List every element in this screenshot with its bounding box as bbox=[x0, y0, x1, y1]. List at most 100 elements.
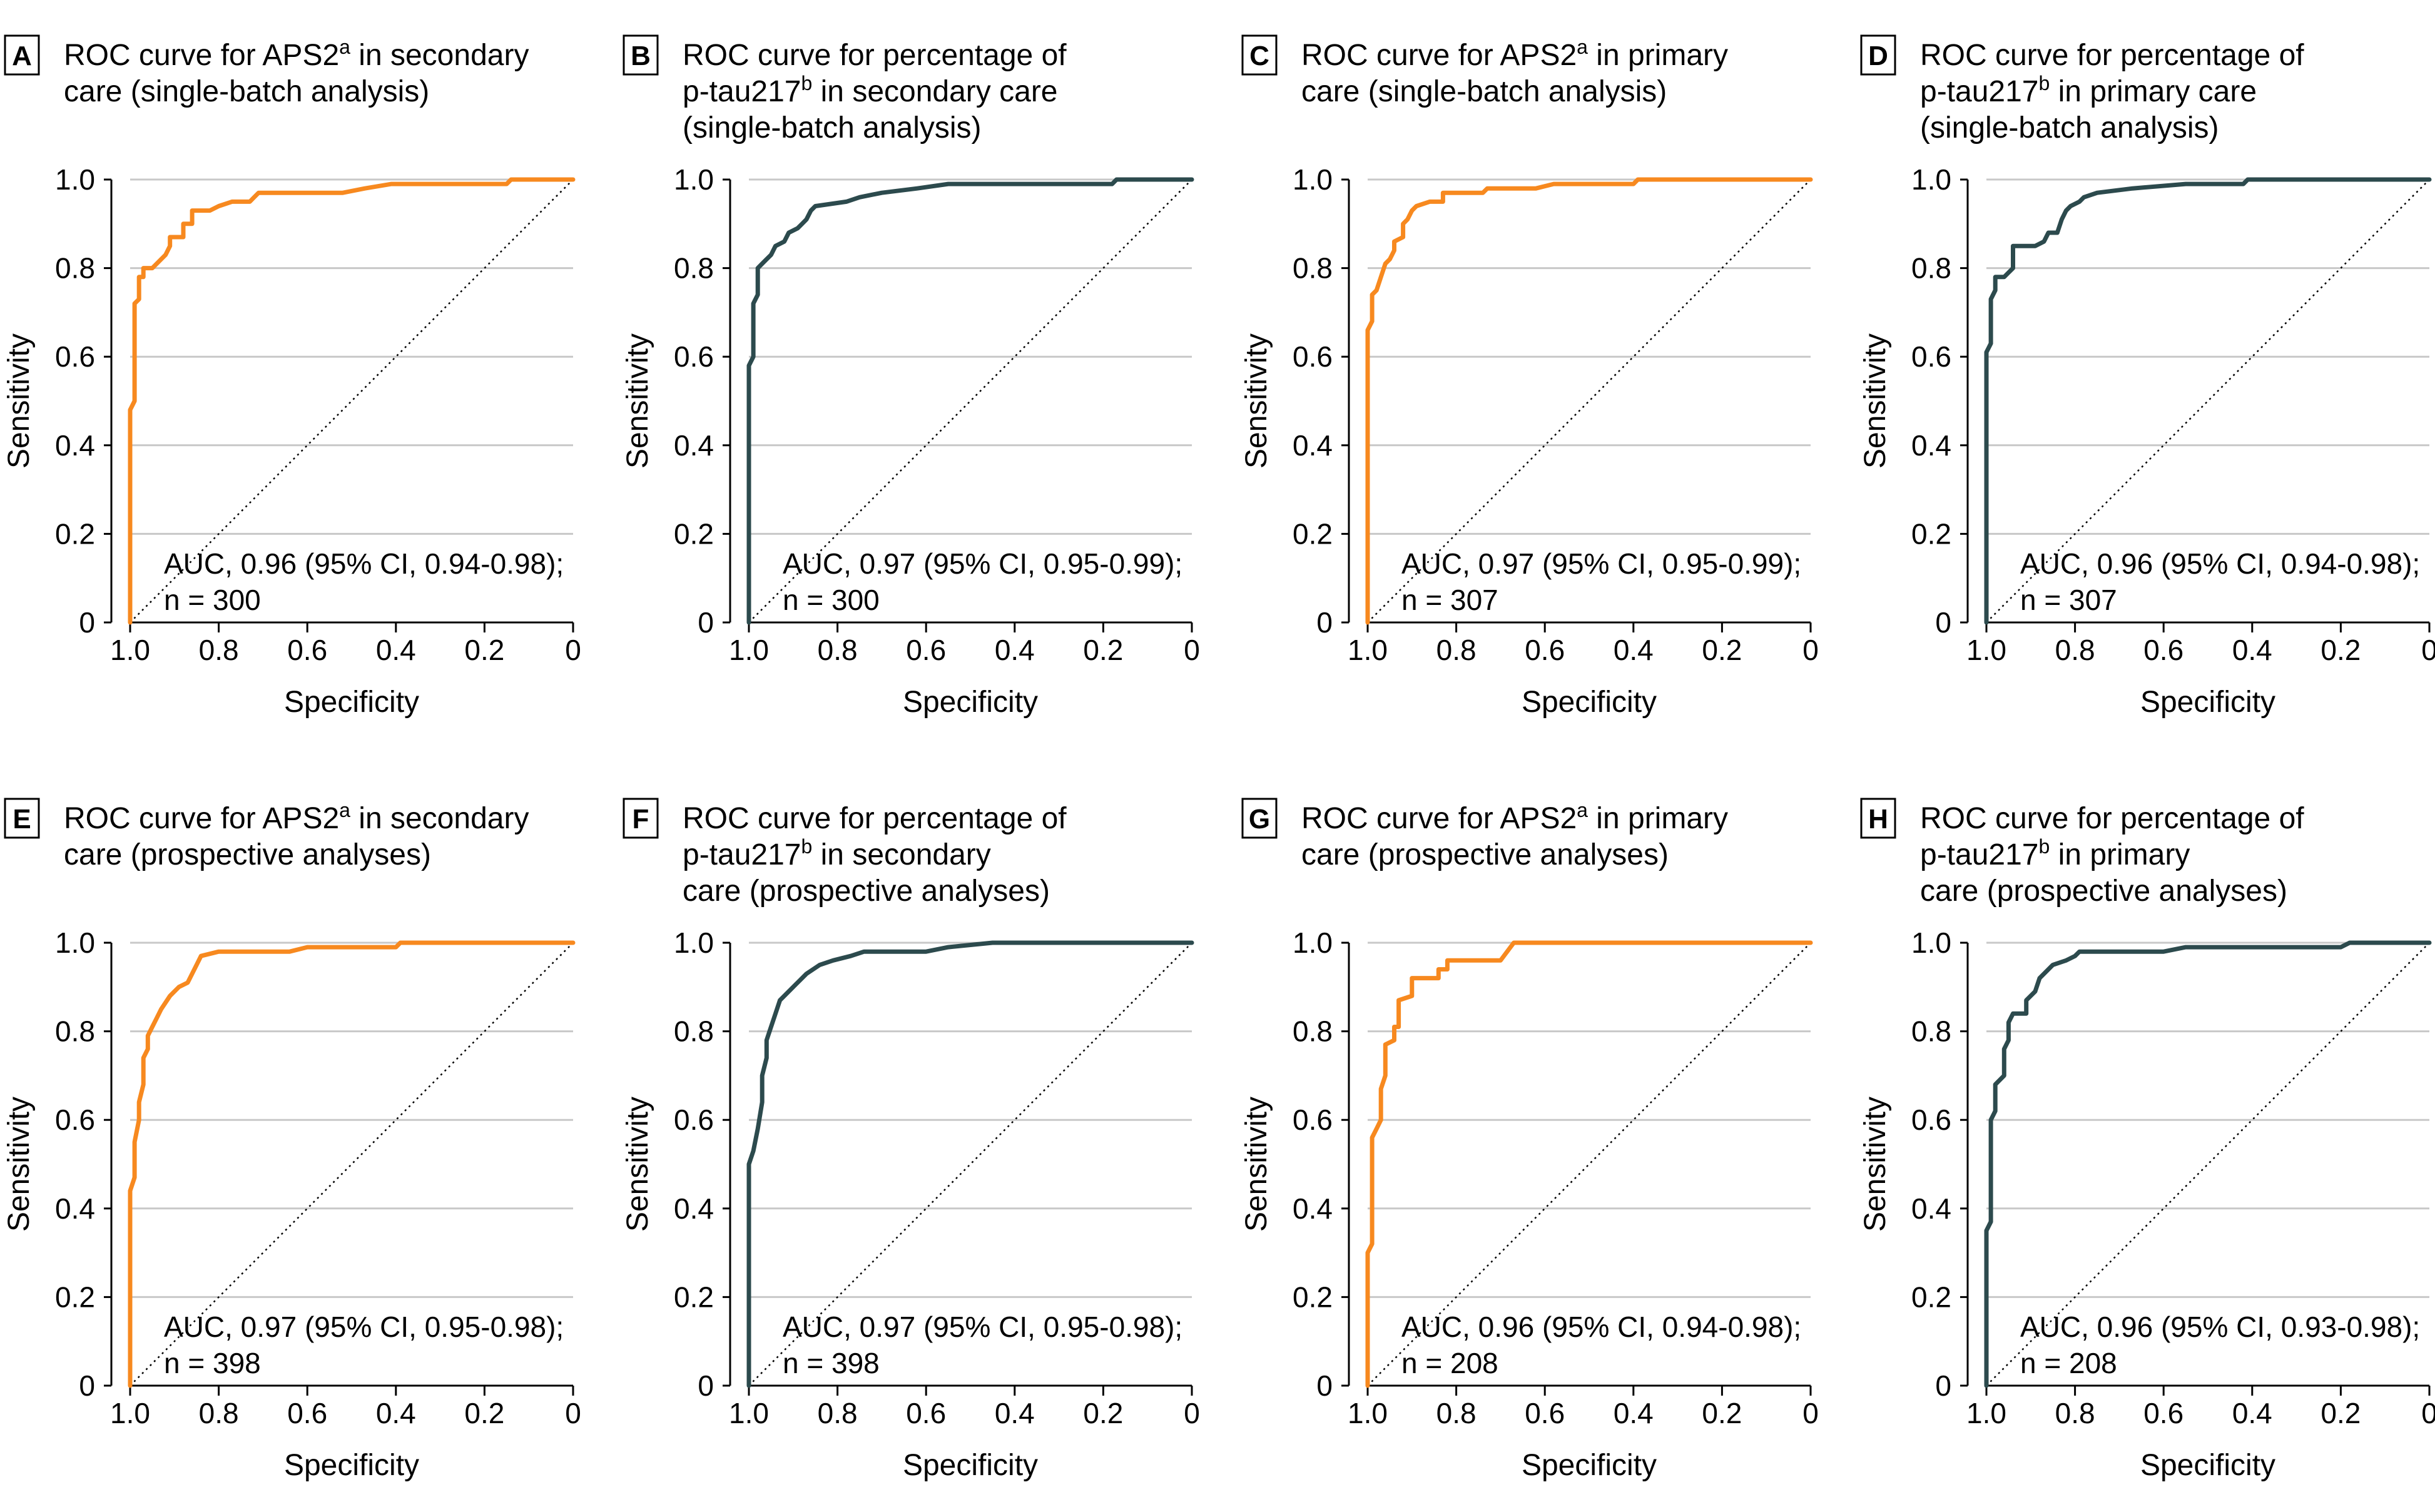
y-tick-label: 0 bbox=[698, 606, 714, 639]
y-tick-label: 1.0 bbox=[674, 163, 714, 196]
y-tick-label: 0.4 bbox=[674, 1192, 714, 1225]
y-tick-label: 1.0 bbox=[55, 163, 95, 196]
x-tick-label: 0.4 bbox=[1614, 1397, 1654, 1429]
panel-D: D ROC curve for percentage ofp-tau217b in… bbox=[1859, 34, 2435, 719]
panel-title-line: ROC curve for percentage of bbox=[1920, 39, 2304, 72]
y-tick-label: 1.0 bbox=[1293, 926, 1333, 959]
x-tick-label: 0.4 bbox=[376, 634, 416, 666]
x-tick-label: 0.6 bbox=[2143, 1397, 2183, 1429]
auc-annotation: n = 307 bbox=[1401, 584, 1498, 616]
x-tick-label: 0.2 bbox=[1702, 634, 1742, 666]
roc-curve bbox=[1984, 177, 2432, 625]
y-tick-label: 0.8 bbox=[1293, 1015, 1333, 1048]
x-tick-label: 1.0 bbox=[729, 1397, 769, 1429]
panel-title-line: care (single-batch analysis) bbox=[64, 75, 429, 108]
panel-badge bbox=[1860, 798, 1896, 839]
y-axis-title: Sensitivity bbox=[1240, 333, 1273, 469]
x-tick-label: 0.4 bbox=[995, 1397, 1035, 1429]
x-tick-label: 0.2 bbox=[464, 634, 504, 666]
y-tick-label: 1.0 bbox=[674, 926, 714, 959]
y-tick-label: 0.4 bbox=[1293, 429, 1333, 462]
y-tick-label: 0.2 bbox=[55, 1281, 95, 1313]
panel-title-line: ROC curve for percentage of bbox=[683, 802, 1067, 835]
y-tick-label: 0.8 bbox=[1911, 1015, 1951, 1048]
x-tick-label: 0.4 bbox=[1614, 634, 1654, 666]
y-tick-label: 0 bbox=[1935, 1369, 1951, 1402]
y-tick-label: 0 bbox=[1935, 606, 1951, 639]
x-tick-label: 0.2 bbox=[1083, 634, 1123, 666]
auc-annotation: AUC, 0.96 (95% CI, 0.94-0.98); bbox=[2020, 547, 2420, 580]
x-tick-label: 0.8 bbox=[2055, 634, 2095, 666]
auc-annotation: AUC, 0.97 (95% CI, 0.95-0.99); bbox=[1401, 547, 1801, 580]
x-tick-label: 0.6 bbox=[287, 634, 327, 666]
roc-curve bbox=[128, 177, 576, 625]
y-tick-label: 0.4 bbox=[1293, 1192, 1333, 1225]
y-tick-label: 0 bbox=[1316, 1369, 1333, 1402]
x-tick-label: 0 bbox=[1802, 1397, 1819, 1429]
auc-annotation: n = 208 bbox=[2020, 1347, 2117, 1379]
panel-badge bbox=[4, 34, 40, 76]
x-axis-title: Specificity bbox=[2140, 686, 2275, 719]
panel-title-line: (single-batch analysis) bbox=[1920, 111, 2219, 145]
auc-annotation: AUC, 0.96 (95% CI, 0.94-0.98); bbox=[164, 547, 564, 580]
panel-letter: B bbox=[631, 41, 651, 71]
y-tick-label: 0 bbox=[698, 1369, 714, 1402]
panel-title-line: ROC curve for APS2a in secondary bbox=[64, 36, 529, 72]
x-tick-label: 0.8 bbox=[818, 1397, 858, 1429]
auc-annotation: AUC, 0.96 (95% CI, 0.93-0.98); bbox=[2020, 1311, 2420, 1343]
x-tick-label: 0 bbox=[1802, 634, 1819, 666]
x-tick-label: 0.4 bbox=[995, 634, 1035, 666]
x-tick-label: 0 bbox=[1184, 634, 1200, 666]
x-tick-label: 0 bbox=[565, 634, 581, 666]
roc-curve bbox=[1984, 940, 2432, 1388]
panel-title-line: care (prospective analyses) bbox=[1301, 838, 1669, 871]
x-tick-label: 0.2 bbox=[2321, 1397, 2361, 1429]
panel-title-line: (single-batch analysis) bbox=[683, 111, 982, 145]
x-tick-label: 0.8 bbox=[1436, 634, 1477, 666]
panel-badge bbox=[1241, 798, 1278, 839]
y-tick-label: 0.8 bbox=[674, 252, 714, 285]
auc-annotation: n = 300 bbox=[164, 584, 261, 616]
panel-title-line: ROC curve for percentage of bbox=[683, 39, 1067, 72]
y-axis-title: Sensitivity bbox=[3, 333, 36, 469]
panel-title-line: ROC curve for percentage of bbox=[1920, 802, 2304, 835]
x-tick-label: 0.8 bbox=[199, 1397, 239, 1429]
y-tick-label: 0.4 bbox=[674, 429, 714, 462]
y-tick-label: 1.0 bbox=[1293, 163, 1333, 196]
x-tick-label: 0.2 bbox=[2321, 634, 2361, 666]
y-tick-label: 0.2 bbox=[1293, 1281, 1333, 1313]
y-tick-label: 1.0 bbox=[1911, 926, 1951, 959]
x-tick-label: 1.0 bbox=[1966, 1397, 2006, 1429]
y-tick-label: 0.2 bbox=[1911, 1281, 1951, 1313]
x-tick-label: 0.6 bbox=[2143, 634, 2183, 666]
y-axis-title: Sensitivity bbox=[621, 1097, 654, 1232]
panel-B: B ROC curve for percentage ofp-tau217b in… bbox=[621, 34, 1200, 719]
roc-curve bbox=[746, 177, 1194, 625]
panel-letter: H bbox=[1868, 804, 1888, 835]
panel-badge bbox=[623, 34, 659, 76]
y-tick-label: 0.8 bbox=[55, 1015, 95, 1048]
auc-annotation: AUC, 0.96 (95% CI, 0.94-0.98); bbox=[1401, 1311, 1801, 1343]
panel-title-line: ROC curve for APS2a in secondary bbox=[64, 799, 529, 835]
auc-annotation: AUC, 0.97 (95% CI, 0.95-0.98); bbox=[164, 1311, 564, 1343]
x-tick-label: 0 bbox=[2421, 634, 2435, 666]
panel-letter: D bbox=[1868, 41, 1888, 71]
panel-badge bbox=[1241, 34, 1278, 76]
panel-H: H ROC curve for percentage ofp-tau217b in… bbox=[1859, 798, 2435, 1482]
y-tick-label: 0.8 bbox=[1293, 252, 1333, 285]
x-axis-title: Specificity bbox=[284, 1449, 419, 1482]
y-tick-label: 1.0 bbox=[55, 926, 95, 959]
y-tick-label: 0.6 bbox=[1293, 340, 1333, 373]
panel-letter: G bbox=[1249, 804, 1270, 835]
panel-badge bbox=[1860, 34, 1896, 76]
x-tick-label: 0.8 bbox=[1436, 1397, 1477, 1429]
y-tick-label: 0.6 bbox=[55, 340, 95, 373]
x-tick-label: 0.6 bbox=[906, 1397, 946, 1429]
x-tick-label: 0.4 bbox=[2232, 634, 2272, 666]
x-tick-label: 0 bbox=[2421, 1397, 2435, 1429]
x-tick-label: 0 bbox=[1184, 1397, 1200, 1429]
panel-title-line: p-tau217b in primary care bbox=[1920, 72, 2257, 108]
x-tick-label: 0.2 bbox=[1083, 1397, 1123, 1429]
